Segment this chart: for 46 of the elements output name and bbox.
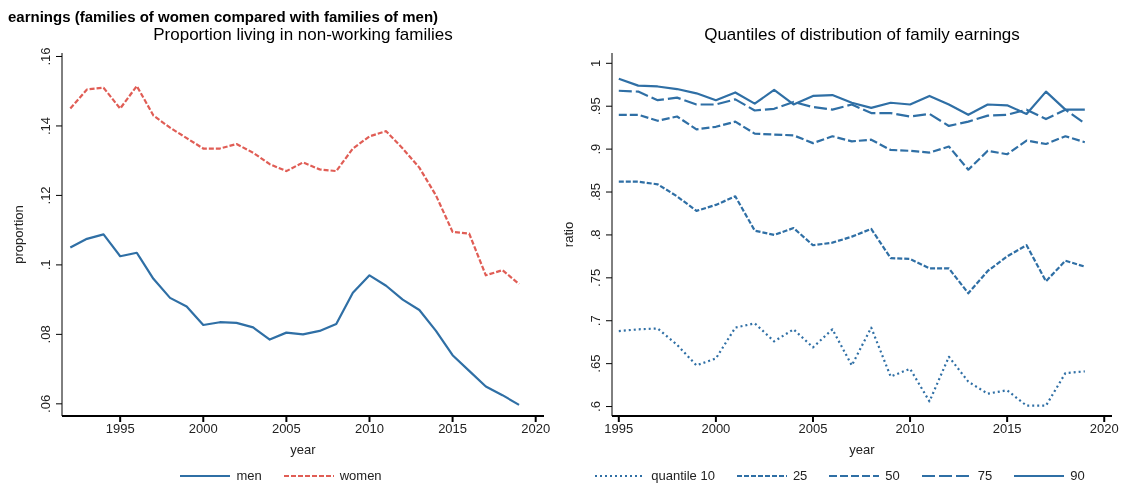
legend-label: women (339, 468, 382, 483)
y-axis-title: ratio (560, 221, 576, 248)
x-tick-label: 2005 (798, 421, 828, 437)
y-tick-label: .8 (588, 229, 603, 241)
line-series (69, 84, 521, 286)
x-tick-label: 2015 (438, 421, 468, 437)
line-series (69, 233, 521, 406)
x-tick-label: 2020 (521, 421, 551, 437)
line-series (617, 113, 1086, 171)
x-axis-title: year (849, 442, 876, 457)
legend-label: 25 (792, 468, 808, 483)
y-tick-label: .85 (588, 182, 603, 202)
legend-label: 75 (977, 468, 993, 483)
chart-title: Quantiles of distribution of family earnings (703, 25, 1021, 46)
x-tick-label: 1995 (604, 421, 634, 437)
legend-label: men (236, 468, 262, 483)
y-axis-title: proportion (10, 205, 26, 264)
y-tick-label: .95 (588, 97, 603, 116)
y-tick-label: .08 (38, 325, 53, 344)
y-tick-label: 1 (588, 59, 603, 67)
x-tick-label: 2015 (992, 421, 1022, 437)
y-tick-label: .06 (38, 394, 53, 413)
x-tick-label: 2020 (1089, 421, 1119, 437)
x-tick-label: 2000 (701, 421, 731, 437)
x-tick-label: 1995 (105, 421, 135, 437)
text: earnings (families of women compared with families of men) (8, 8, 440, 25)
y-tick-label: .9 (588, 143, 603, 155)
legend-label: 50 (885, 468, 900, 483)
line-series (617, 180, 1086, 295)
y-tick-label: .1 (38, 259, 53, 271)
legend-label: 90 (1070, 468, 1085, 483)
line-series (617, 322, 1086, 407)
x-tick-label: 2010 (895, 421, 925, 437)
y-tick-label: .7 (588, 315, 603, 327)
x-tick-label: 2000 (188, 421, 218, 437)
y-tick-label: .16 (38, 47, 53, 66)
y-tick-label: .12 (38, 186, 53, 205)
x-axis-title: year (290, 442, 317, 457)
y-tick-label: .75 (588, 268, 603, 287)
x-tick-label: 2005 (271, 421, 301, 437)
y-tick-label: .14 (38, 116, 53, 135)
chart-title: Proportion living in non-working families (152, 25, 454, 46)
y-tick-label: .65 (588, 354, 603, 373)
legend-label: quantile 10 (651, 468, 715, 483)
x-tick-label: 2010 (355, 421, 384, 437)
y-tick-label: .6 (588, 401, 603, 412)
